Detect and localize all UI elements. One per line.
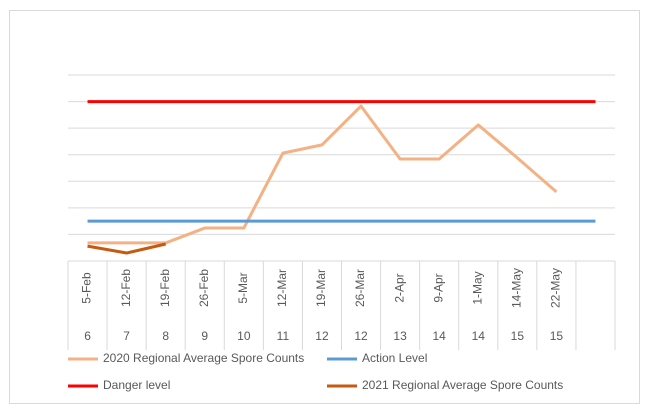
x-tick-label: 9-Apr <box>431 273 445 302</box>
x-tick-label: 19-Feb <box>158 269 172 307</box>
x-group-label: 9 <box>201 329 208 343</box>
x-tick-label: 1-May <box>470 271 484 304</box>
x-tick-label: 5-Feb <box>80 272 94 304</box>
x-group-label: 6 <box>84 329 91 343</box>
x-group-label: 14 <box>472 329 486 343</box>
chart-frame <box>9 10 640 404</box>
x-tick-label: 19-Mar <box>314 269 328 307</box>
line-series <box>87 242 167 255</box>
x-tick-label: 5-Mar <box>236 272 250 303</box>
x-group-label: 12 <box>315 329 329 343</box>
x-group-label: 15 <box>550 329 564 343</box>
x-group-label: 10 <box>237 329 251 343</box>
x-tick-label: 26-Feb <box>197 269 211 307</box>
line-series <box>87 104 558 245</box>
legend-label: 2021 Regional Average Spore Counts <box>362 378 563 392</box>
x-group-label: 14 <box>432 329 446 343</box>
x-tick-label: 2-Apr <box>392 273 406 302</box>
x-tick-label: 12-Feb <box>119 269 133 307</box>
legend-label: Danger level <box>103 378 170 392</box>
x-group-label: 7 <box>123 329 130 343</box>
x-group-label: 11 <box>277 329 290 343</box>
x-tick-label: 14-May <box>509 268 523 308</box>
x-tick-label: 12-Mar <box>275 269 289 307</box>
legend-label: Action Level <box>362 351 427 365</box>
x-group-label: 15 <box>511 329 525 343</box>
x-tick-label: 22-May <box>549 268 563 308</box>
x-tick-label: 26-Mar <box>353 269 367 307</box>
x-group-label: 12 <box>354 329 368 343</box>
legend-label: 2020 Regional Average Spore Counts <box>103 351 304 365</box>
x-group-label: 8 <box>162 329 169 343</box>
x-group-label: 13 <box>393 329 407 343</box>
